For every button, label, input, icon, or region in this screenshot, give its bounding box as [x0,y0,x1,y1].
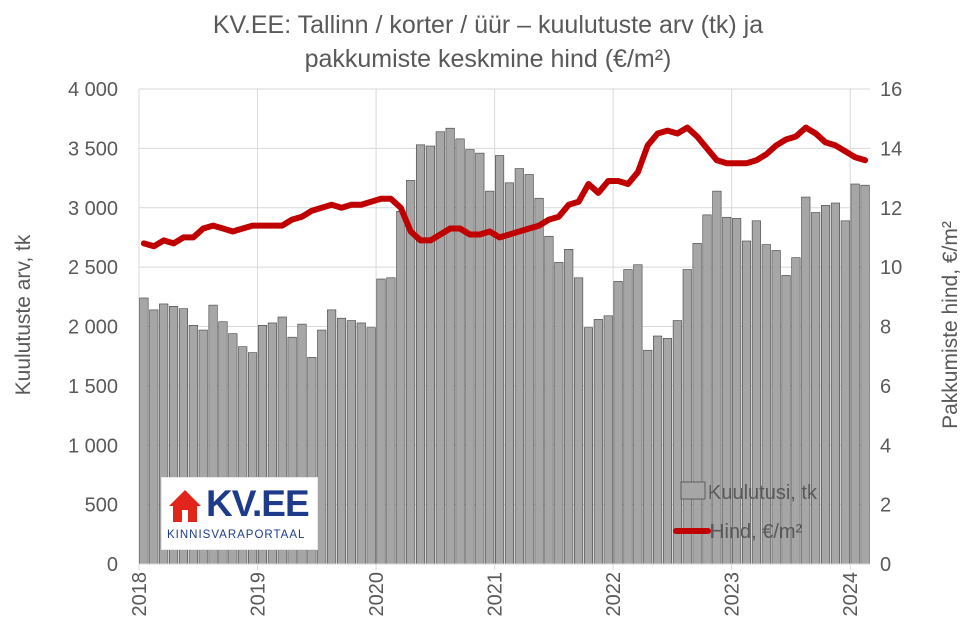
bar [435,131,445,565]
chart-title-line1: KV.EE: Tallinn / korter / üür – kuulutus… [212,11,764,39]
bar [761,244,771,565]
y2-tick-label: 10 [880,257,902,279]
y-tick-label: 0 [107,554,118,576]
y2-tick-label: 12 [880,198,902,220]
bar [702,214,712,565]
bar [791,257,801,565]
bar [583,327,594,565]
bar [336,317,347,565]
x-axis-ticks: 2018 2019 2020 2021 2022 2023 2024 [129,564,862,617]
y-tick-label: 4 000 [68,79,118,101]
y-tick-label: 3 500 [68,138,118,160]
bar [840,220,850,565]
logo-wordmark: KV.EE [206,483,310,524]
bar [524,174,534,565]
bar [653,335,663,565]
y-axis-ticks: 0 500 1 000 1 500 2 000 2 500 3 000 3 500 4 000 [68,79,118,576]
y2-tick-label: 6 [880,376,891,398]
bar [771,250,781,565]
bar [495,155,505,565]
legend-line-label: Hind, €/m² [710,521,803,543]
bar [633,264,643,565]
y2-axis-ticks: 0 2 4 6 8 10 12 14 16 [880,79,902,576]
bar [712,190,722,565]
bar [455,138,465,565]
chart-title-line2: pakkumiste keskmine hind (€/m²) [304,45,672,73]
y-axis-title: Kuulutuste arv, tk [12,234,35,395]
bar [376,278,386,565]
x-tick-label: 2021 [485,572,507,617]
bar [682,269,692,565]
y2-tick-label: 4 [880,435,891,457]
bar [751,220,761,565]
y2-axis-title: Pakkumiste hind, €/m² [939,221,962,429]
kv-ee-logo: KV.EE KINNISVARAPORTAAL [161,477,318,550]
y-tick-label: 2 500 [68,257,118,279]
price-line [140,124,869,250]
legend-bar-swatch [680,481,706,500]
bar [613,281,623,565]
bar [811,212,821,565]
x-tick-label: 2022 [603,572,625,617]
x-tick-label: 2018 [129,572,151,617]
bar [504,182,514,565]
bar [732,218,742,565]
bar [860,184,870,565]
bar [425,145,435,565]
bar [317,329,327,565]
bar [139,297,149,565]
bar [801,196,811,565]
x-tick-label: 2023 [722,572,744,617]
x-tick-label: 2019 [248,572,270,617]
bar [356,322,366,565]
y-tick-label: 1 000 [68,435,118,457]
bar [396,211,406,565]
bar [672,320,682,565]
bar [544,235,554,565]
bar [475,152,485,565]
bar [534,197,544,565]
bar [692,243,702,565]
bar [149,309,159,565]
y-tick-label: 1 500 [68,376,118,398]
y2-tick-label: 14 [880,138,902,160]
bar [415,144,426,565]
y2-tick-label: 16 [880,79,902,101]
bar [603,315,613,565]
bar [554,262,564,565]
bar [366,327,376,565]
bar [564,249,574,565]
y2-tick-label: 0 [880,554,891,576]
x-tick-label: 2024 [840,572,862,617]
bar [574,277,584,565]
logo-tagline: KINNISVARAPORTAAL [167,529,306,541]
bar [327,309,337,565]
y-tick-label: 2 000 [68,317,118,339]
bar [820,205,831,565]
bar [850,183,860,565]
bar [741,240,752,565]
y2-tick-label: 8 [880,317,891,339]
bar [623,269,633,565]
bar [465,149,475,565]
bar [485,190,495,565]
legend: Kuulutusi, tk Hind, €/m² [673,481,818,543]
chart-title: KV.EE: Tallinn / korter / üür – kuulutus… [0,8,976,76]
y-tick-label: 500 [85,495,118,517]
bar [722,216,732,565]
bar [662,338,673,565]
bar [593,319,603,565]
y2-tick-label: 2 [880,495,891,517]
legend-bar-label: Kuulutusi, tk [708,482,818,504]
bar [445,127,455,565]
bar [643,349,653,565]
bar [346,320,356,565]
x-tick-label: 2020 [366,572,388,617]
house-icon [169,490,201,522]
bar [386,277,396,565]
bar [830,202,840,565]
bar-series [139,127,870,565]
y-tick-label: 3 000 [68,198,118,220]
